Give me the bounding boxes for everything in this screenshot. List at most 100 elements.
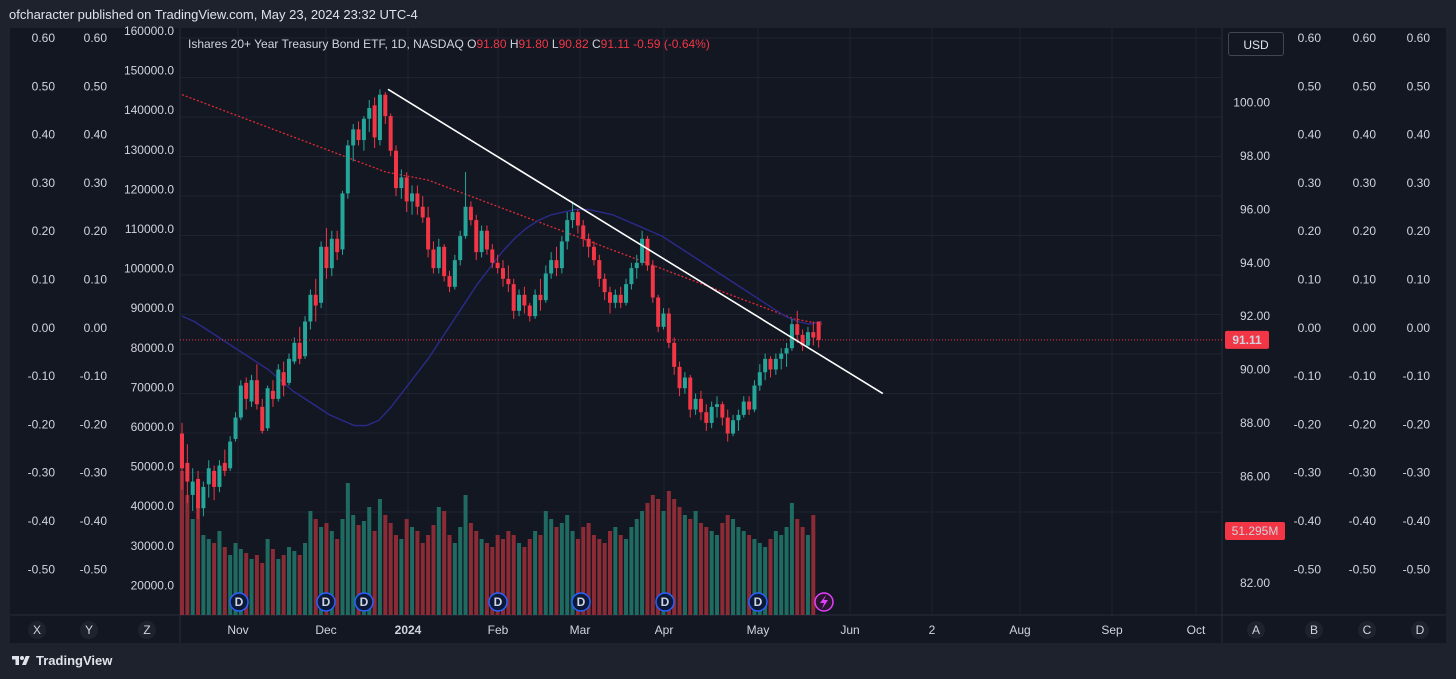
volume-bar [640,511,645,615]
right-extra-tick-label: 0.00 [1298,321,1322,335]
volume-bar [452,543,457,615]
right-extra-tick-label: -0.20 [1403,417,1431,431]
time-tick-label: Apr [655,623,674,637]
volume-tick-label: 100000.0 [124,262,174,276]
volume-bar [474,531,479,615]
candle-body [800,334,805,346]
price-tick-label: 90.00 [1240,363,1270,377]
currency-button[interactable]: USD [1228,32,1284,56]
dividend-marker [229,592,249,612]
chart-title: Ishares 20+ Year Treasury Bond ETF, 1D, … [188,37,710,51]
candle-body [329,238,334,269]
candle-body [768,358,773,370]
time-tick-label: 2024 [395,623,422,637]
right-extra-tick-label: -0.50 [1294,562,1322,576]
dividend-marker [316,592,336,612]
right-extra-tick-label: 0.00 [1407,321,1431,335]
volume-bar [784,527,789,615]
candle-body [747,401,752,410]
volume-bar [281,555,286,615]
candle-body [688,377,693,410]
candle-body [527,305,532,317]
candle-body [811,332,816,338]
axis-letter-bg [80,621,98,639]
right-extra-tick-label: 0.60 [1407,31,1431,45]
time-tick-label: Sep [1101,623,1123,637]
right-extra-tick-label: 0.60 [1353,31,1377,45]
right-extra-tick-label: -0.10 [1349,369,1377,383]
volume-bar [495,535,500,615]
candle-body [361,118,366,141]
right-extra-tick-label: -0.30 [1294,466,1322,480]
candle-body [377,94,382,141]
candle-body [372,105,377,138]
volume-bar [308,511,313,615]
tradingview-brand[interactable]: TradingView [10,653,112,668]
left-tick-label: -0.50 [28,562,56,576]
time-tick-label: Oct [1187,623,1206,637]
ohlc-close: 91.11 [601,37,633,51]
volume-bar [672,499,677,615]
left-tick-label: 0.00 [32,321,56,335]
left-tick-label: 0.50 [84,79,108,93]
candle-body [484,230,489,250]
candle-body [383,94,388,117]
ohlc-change-pct: (-0.64%) [664,37,710,51]
volume-bar [533,531,538,615]
right-extra-tick-label: -0.30 [1349,466,1377,480]
left-tick-label: -0.40 [28,514,56,528]
volume-bar [763,547,768,615]
candle-body [586,238,591,247]
right-extra-tick-label: 0.10 [1407,273,1431,287]
volume-bar [196,505,201,615]
brand-label: TradingView [36,653,113,668]
volume-bar [324,523,329,615]
volume-bar [715,535,719,615]
trendline [387,88,884,395]
ohlc-key: L [552,37,559,51]
volume-bars [180,471,816,615]
time-tick-label: Dec [315,623,336,637]
right-extra-tick-label: 0.60 [1298,31,1322,45]
right-extra-tick-label: -0.20 [1349,417,1377,431]
candle-body [426,217,431,250]
right-extra-tick-label: 0.50 [1353,79,1377,93]
candle-body [394,150,398,189]
volume-bar [442,511,447,615]
left-tick-label: 0.40 [32,128,56,142]
candle-body [597,260,602,279]
volume-bar [265,539,270,615]
volume-bar [704,527,709,615]
candle-body [591,246,596,261]
axis-letter-bg [1358,621,1376,639]
volume-bar [795,519,800,615]
candle-body [789,324,794,349]
last-price-badge [1225,330,1269,349]
candle-body [629,268,634,285]
candle-body [672,342,677,367]
volume-bar [736,527,741,615]
ohlc-key: O [467,37,476,51]
candle-body [479,230,484,253]
right-extra-tick-label: 0.30 [1298,176,1322,190]
candle-body [506,278,511,285]
left-tick-label: 0.20 [32,224,56,238]
candlestick-chart[interactable]: 0.60 0.60 0.50 0.50 0.40 0.40 0.30 0.30 0.20 0.20… [0,0,1456,643]
right-extra-tick-label: 0.40 [1298,128,1322,142]
volume-bar [741,531,746,615]
candle-body [206,468,211,485]
candle-body [410,193,415,202]
volume-bar [543,511,548,615]
candle-body [431,249,436,269]
ma-red-line [181,94,823,325]
candle-body [260,406,265,431]
axis-letter: X [33,623,41,637]
volume-bar [624,539,629,615]
candle-body [490,249,495,263]
volume-bar [431,525,436,615]
volume-bar [463,495,468,615]
candle-body [736,414,741,421]
right-extra-tick-label: 0.50 [1407,79,1431,93]
volume-bar [367,507,372,615]
volume-bar [661,511,666,615]
